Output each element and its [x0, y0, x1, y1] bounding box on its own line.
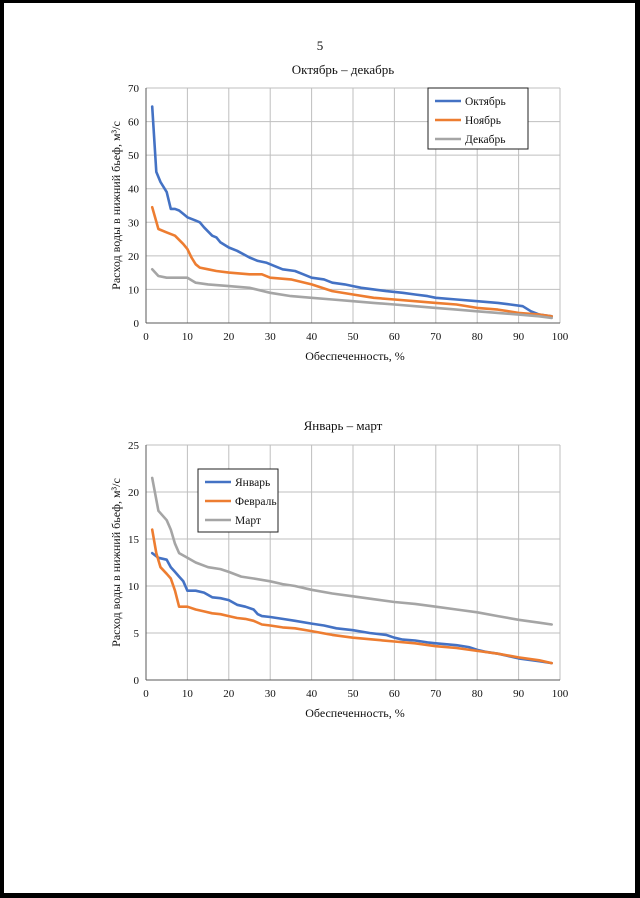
- y-tick-label: 70: [128, 83, 140, 95]
- x-tick-label: 70: [430, 331, 442, 343]
- y-tick-label: 30: [128, 217, 140, 229]
- chart-legend: Январь Февраль Март: [197, 468, 279, 533]
- x-tick-label: 100: [552, 331, 569, 343]
- legend-label: Ноябрь: [465, 115, 501, 127]
- y-tick-label: 15: [128, 534, 140, 546]
- x-tick-label: 0: [143, 331, 149, 343]
- series-line-Декабрь: [150, 268, 553, 320]
- legend-label: Октябрь: [465, 96, 506, 108]
- x-tick-label: 20: [223, 688, 235, 700]
- x-tick-label: 90: [513, 688, 525, 700]
- chart-october-december: Октябрь – декабрь 0 10 20 30 40 50 60 70 0 10 20 30 4…: [109, 62, 569, 363]
- series-line-Февраль: [150, 528, 553, 665]
- x-tick-label: 20: [223, 331, 235, 343]
- y-tick-label: 10: [128, 581, 140, 593]
- x-tick-label: 10: [182, 331, 194, 343]
- y-tick-label: 40: [128, 184, 140, 196]
- y-tick-label: 20: [128, 251, 140, 263]
- x-tick-label: 50: [348, 688, 360, 700]
- legend-label: Декабрь: [465, 134, 505, 146]
- chart-legend: Октябрь Ноябрь Декабрь: [427, 87, 529, 150]
- document-page: [4, 3, 635, 893]
- x-tick-label: 80: [472, 331, 484, 343]
- x-tick-label: 40: [306, 688, 318, 700]
- y-tick-label: 25: [128, 440, 140, 452]
- legend-box: [427, 87, 529, 150]
- chart-title: Январь – март: [304, 418, 383, 433]
- series-line-Ноябрь: [150, 205, 553, 318]
- legend-label: Январь: [235, 477, 270, 489]
- legend-label: Февраль: [235, 496, 277, 508]
- legend-label: Март: [235, 515, 261, 527]
- series-line-Январь: [150, 551, 553, 665]
- y-tick-label: 20: [128, 487, 140, 499]
- x-tick-label: 80: [472, 688, 484, 700]
- x-tick-label: 60: [389, 688, 401, 700]
- y-tick-label: 10: [128, 284, 140, 296]
- x-tick-label: 70: [430, 688, 442, 700]
- series-line-Март: [150, 476, 553, 626]
- series-line-Октябрь: [150, 105, 553, 318]
- chart-january-march: Январь – март 0 5 10 15 20 25 0 10 20 30 40 50 60 70 80…: [109, 418, 569, 720]
- x-tick-label: 40: [306, 331, 318, 343]
- x-tick-label: 30: [265, 331, 277, 343]
- y-tick-label: 5: [134, 628, 140, 640]
- y-tick-label: 0: [134, 318, 140, 330]
- page-number: 5: [316, 38, 324, 53]
- y-tick-label: 50: [128, 150, 140, 162]
- x-tick-label: 0: [143, 688, 149, 700]
- y-tick-label: 60: [128, 117, 140, 129]
- x-tick-label: 60: [389, 331, 401, 343]
- x-axis-label: Обеспеченность, %: [305, 349, 405, 363]
- y-tick-label: 0: [134, 675, 140, 687]
- x-tick-label: 30: [265, 688, 277, 700]
- x-axis-label: Обеспеченность, %: [305, 706, 405, 720]
- x-tick-label: 100: [552, 688, 569, 700]
- x-tick-label: 90: [513, 331, 525, 343]
- y-axis-label: Расход воды в нижний бьеф, м³/с: [109, 478, 123, 647]
- x-tick-label: 50: [348, 331, 360, 343]
- y-axis-label: Расход воды в нижний бьеф, м³/с: [109, 121, 123, 290]
- chart-title: Октябрь – декабрь: [292, 62, 394, 77]
- x-tick-label: 10: [182, 688, 194, 700]
